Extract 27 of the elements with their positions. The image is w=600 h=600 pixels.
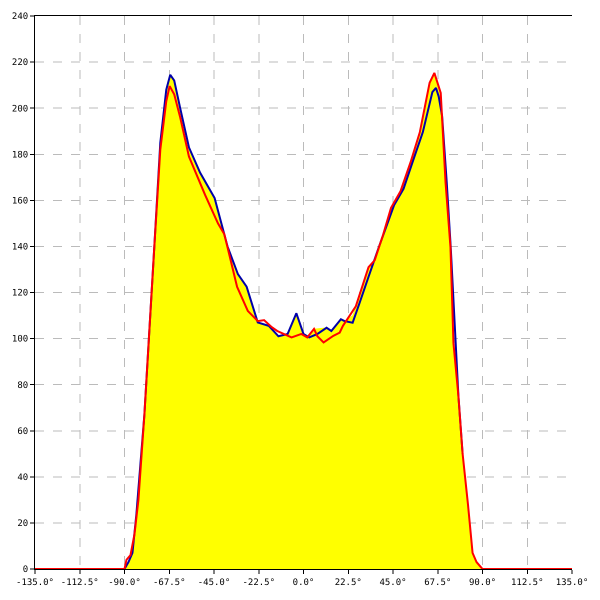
y-tick-label: 120	[12, 288, 28, 299]
x-tick-label: -135.0°	[16, 578, 54, 588]
y-tick-label: 20	[17, 519, 28, 530]
y-tick-label: 240	[12, 12, 28, 22]
x-tick-label: -45.0°	[198, 578, 230, 588]
x-tick-label: 112.5°	[510, 578, 544, 588]
x-tick-label: -112.5°	[60, 578, 99, 588]
line-series	[35, 72, 572, 569]
y-tick-label: 40	[17, 472, 28, 483]
x-tick-label: 67.5°	[424, 578, 452, 588]
y-tick-label: 140	[12, 242, 28, 253]
x-tick-label: 45.0°	[379, 578, 407, 588]
x-tick-label: -22.5°	[242, 578, 276, 588]
x-tick-label: 0.0°	[292, 578, 314, 588]
y-tick-label: 160	[12, 196, 28, 206]
y-tick-label: 80	[17, 380, 28, 391]
y-tick-label: 60	[17, 426, 28, 437]
y-tick-label: 0	[22, 565, 28, 576]
y-tick-label: 200	[12, 104, 28, 114]
y-tick-label: 180	[12, 150, 28, 160]
y-tick-label: 220	[12, 58, 28, 68]
x-tick-label: -90.0°	[108, 578, 141, 588]
x-tick-label: -67.5°	[152, 578, 186, 588]
y-tick-label: 100	[12, 334, 28, 345]
x-tick-label: 135.0°	[556, 578, 588, 588]
x-tick-label: 22.5°	[334, 578, 362, 588]
x-tick-label: 90.0°	[468, 578, 496, 588]
